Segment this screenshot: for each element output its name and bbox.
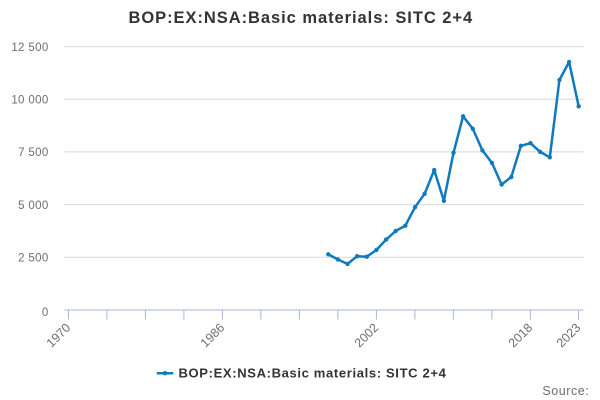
svg-text:2002: 2002	[352, 321, 382, 351]
svg-text:2023: 2023	[554, 321, 584, 351]
svg-text:5 000: 5 000	[18, 200, 49, 212]
svg-text:BOP:EX:NSA:Basic materials: SI: BOP:EX:NSA:Basic materials: SITC 2+4	[179, 366, 447, 381]
svg-text:2 500: 2 500	[18, 252, 49, 264]
svg-text:10 000: 10 000	[11, 95, 48, 107]
svg-text:7 500: 7 500	[18, 147, 49, 159]
svg-text:12 500: 12 500	[11, 42, 48, 54]
svg-text:1970: 1970	[44, 321, 74, 351]
svg-text:0: 0	[42, 307, 49, 319]
svg-text:Source:: Source:	[542, 384, 589, 398]
svg-text:1986: 1986	[198, 321, 228, 351]
svg-text:BOP:EX:NSA:Basic materials: SI: BOP:EX:NSA:Basic materials: SITC 2+4	[128, 9, 473, 27]
svg-text:2018: 2018	[506, 321, 536, 351]
